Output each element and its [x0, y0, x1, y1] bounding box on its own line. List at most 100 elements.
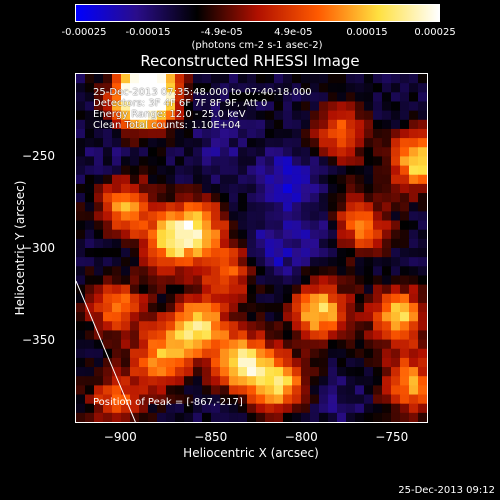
heatmap-cell — [130, 293, 140, 304]
heatmap-cell — [283, 165, 293, 176]
heatmap-cell — [84, 138, 95, 148]
heatmap-cell — [174, 266, 185, 277]
heatmap-cell — [400, 257, 410, 267]
heatmap-cell — [156, 312, 167, 322]
heatmap-cell — [174, 193, 185, 203]
heatmap-cell — [381, 119, 392, 130]
heatmap-cell — [283, 367, 293, 377]
heatmap-cell — [102, 330, 113, 341]
colorbar-tick-label: 0.00025 — [414, 27, 456, 38]
heatmap-cell — [219, 119, 230, 130]
heatmap-cell — [274, 412, 284, 422]
heatmap-cell — [372, 238, 383, 249]
heatmap-cell — [147, 266, 158, 277]
heatmap-cell — [112, 357, 122, 368]
heatmap-cell — [381, 74, 392, 84]
heatmap-cell — [300, 394, 311, 405]
heatmap-cell — [193, 147, 203, 158]
heatmap-cell — [363, 202, 374, 212]
heatmap-cell — [76, 101, 86, 112]
heatmap-cell — [256, 193, 266, 203]
heatmap-cell — [184, 220, 194, 231]
heatmap-cell — [283, 229, 293, 240]
heatmap-cell — [381, 302, 392, 313]
heatmap-cell — [355, 312, 365, 322]
heatmap-cell — [355, 339, 365, 350]
heatmap-cell — [256, 357, 266, 368]
heatmap-cell — [219, 376, 230, 386]
heatmap-cell — [121, 138, 131, 148]
heatmap-cell — [93, 156, 104, 167]
heatmap-cell — [363, 156, 374, 167]
heatmap-cell — [147, 403, 158, 414]
heatmap-cell — [409, 193, 419, 203]
heatmap-cell — [390, 367, 401, 377]
heatmap-cell — [76, 83, 86, 93]
heatmap-cell — [300, 220, 311, 231]
heatmap-cell — [418, 174, 427, 185]
heatmap-cell — [355, 321, 365, 332]
heatmap-cell — [337, 110, 347, 121]
heatmap-cell — [112, 138, 122, 148]
heatmap-cell — [112, 165, 122, 176]
heatmap-cell — [219, 257, 230, 267]
heatmap-cell — [328, 367, 338, 377]
heatmap-cell — [93, 321, 104, 332]
heatmap-cell — [390, 128, 401, 139]
heatmap-cell — [265, 312, 275, 322]
heatmap-cell — [400, 394, 410, 405]
heatmap-cell — [184, 128, 194, 139]
heatmap-cell — [300, 367, 311, 377]
heatmap-cell — [211, 220, 221, 231]
heatmap-cell — [318, 128, 329, 139]
heatmap-cell — [400, 403, 410, 414]
heatmap-cell — [237, 83, 248, 93]
heatmap-cell — [309, 412, 320, 422]
heatmap-cell — [130, 202, 140, 212]
heatmap-cell — [219, 101, 230, 112]
heatmap-cell — [93, 220, 104, 231]
heatmap-cell — [265, 156, 275, 167]
heatmap-cell — [211, 302, 221, 313]
heatmap-cell — [156, 339, 167, 350]
heatmap-cell — [418, 302, 427, 313]
heatmap-cell — [400, 183, 410, 194]
heatmap-image — [76, 74, 427, 422]
heatmap-cell — [139, 348, 149, 359]
heatmap-cell — [112, 101, 122, 112]
heatmap-cell — [156, 229, 167, 240]
heatmap-cell — [318, 220, 329, 231]
heatmap-cell — [283, 183, 293, 194]
heatmap-cell — [355, 376, 365, 386]
heatmap-cell — [193, 193, 203, 203]
heatmap-cell — [409, 110, 419, 121]
heatmap-cell — [309, 321, 320, 332]
heatmap-cell — [147, 394, 158, 405]
heatmap-cell — [237, 220, 248, 231]
heatmap-cell — [184, 202, 194, 212]
heatmap-cell — [318, 110, 329, 121]
heatmap-cell — [390, 321, 401, 332]
heatmap-cell — [130, 83, 140, 93]
heatmap-cell — [328, 147, 338, 158]
heatmap-cell — [372, 330, 383, 341]
heatmap-cell — [219, 220, 230, 231]
heatmap-cell — [211, 183, 221, 194]
heatmap-cell — [372, 394, 383, 405]
heatmap-cell — [274, 119, 284, 130]
heatmap-cell — [256, 138, 266, 148]
heatmap-cell — [121, 183, 131, 194]
heatmap-cell — [112, 156, 122, 167]
heatmap-cell — [102, 202, 113, 212]
heatmap-cell — [418, 330, 427, 341]
heatmap-cell — [318, 321, 329, 332]
heatmap-cell — [193, 394, 203, 405]
heatmap-cell — [400, 312, 410, 322]
heatmap-cell — [256, 412, 266, 422]
heatmap-cell — [165, 165, 176, 176]
heatmap-cell — [237, 312, 248, 322]
heatmap-cell — [156, 156, 167, 167]
heatmap-cell — [139, 193, 149, 203]
heatmap-cell — [219, 248, 230, 258]
heatmap-cell — [291, 211, 302, 222]
